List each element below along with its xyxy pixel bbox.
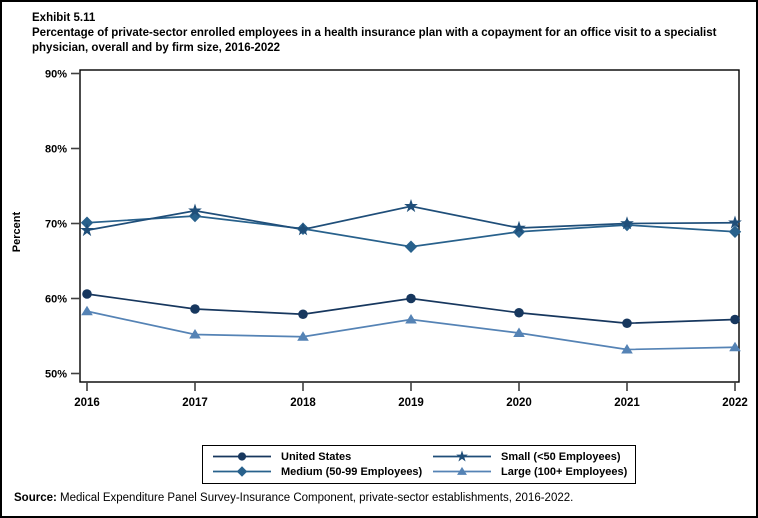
legend-label: Medium (50-99 Employees) — [281, 465, 423, 478]
source-note: Source: Medical Expenditure Panel Survey… — [14, 492, 573, 504]
legend-label: Large (100+ Employees) — [501, 465, 628, 478]
diamond-marker-icon — [188, 209, 202, 223]
legend-label: Small (<50 Employees) — [501, 450, 621, 463]
triangle-marker-icon — [297, 331, 309, 341]
circle-legend-icon — [213, 452, 271, 461]
diamond-marker-icon — [236, 466, 248, 477]
triangle-marker-icon — [81, 305, 93, 316]
legend-item: Large (100+ Employees) — [431, 464, 635, 479]
diamond-marker-icon — [80, 216, 94, 229]
page-title: Percentage of private-sector enrolled em… — [32, 27, 717, 54]
star-marker-icon — [728, 215, 742, 229]
x-tick-label: 2020 — [506, 397, 532, 409]
star-marker-icon — [296, 222, 310, 236]
title-block: Exhibit 5.11 Percentage of private-secto… — [32, 12, 738, 56]
circle-marker-icon — [190, 304, 200, 314]
x-tick-label: 2021 — [614, 397, 640, 409]
y-tick-label: 70% — [45, 219, 67, 231]
source-text: Medical Expenditure Panel Survey-Insuran… — [56, 492, 574, 504]
circle-marker-icon — [298, 309, 308, 320]
y-tick-label: 60% — [45, 294, 67, 306]
legend-item: Medium (50-99 Employees) — [203, 464, 431, 479]
star-marker-icon — [80, 223, 94, 237]
triangle-marker-icon — [621, 344, 633, 354]
circle-marker-icon — [406, 293, 416, 304]
chart-legend: United States Small (<50 Employees) Medium… — [202, 445, 636, 484]
legend-row: United States Small (<50 Employees) — [203, 449, 635, 464]
legend-label: United States — [281, 450, 352, 463]
triangle-marker-icon — [729, 341, 741, 352]
x-tick-label: 2018 — [290, 397, 316, 409]
legend-item: United States — [203, 449, 431, 464]
diamond-marker-icon — [728, 225, 742, 238]
star-marker-icon — [456, 450, 468, 462]
exhibit-label: Exhibit 5.11 — [32, 12, 96, 24]
x-tick-label: 2017 — [182, 397, 208, 409]
circle-marker-icon — [82, 289, 92, 299]
series-markers-large-100-employees- — [81, 305, 741, 354]
triangle-marker-icon — [189, 329, 201, 339]
star-marker-icon — [188, 203, 202, 217]
x-tick-label: 2016 — [74, 397, 100, 409]
x-tick-label: 2022 — [722, 397, 748, 409]
y-tick-label: 50% — [45, 369, 67, 381]
triangle-legend-icon — [433, 466, 491, 475]
star-marker-icon — [512, 220, 526, 234]
plot-frame — [79, 69, 740, 383]
y-tick-label: 80% — [45, 144, 67, 156]
star-marker-icon — [404, 199, 418, 213]
star-legend-icon — [433, 450, 491, 462]
line-chart: 50%60%70%80%90%2016 2017 2018 2019 2020 2021 2… — [45, 69, 748, 410]
triangle-marker-icon — [405, 314, 417, 324]
legend-item: Small (<50 Employees) — [431, 449, 635, 464]
legend-row: Medium (50-99 Employees) Large (100+ Empl… — [203, 464, 635, 479]
x-tick-label: 2019 — [398, 397, 424, 409]
series-markers-small-50-employees- — [80, 199, 742, 237]
star-marker-icon — [620, 216, 634, 230]
x-axis: 2016 2017 2018 2019 2020 2021 2022 — [74, 382, 748, 409]
circle-marker-icon — [730, 314, 740, 325]
series-markers-united-states — [82, 289, 740, 329]
circle-marker-icon — [237, 452, 247, 461]
circle-marker-icon — [622, 318, 632, 329]
diamond-marker-icon — [512, 225, 526, 238]
triangle-marker-icon — [513, 327, 525, 337]
series-line-small-50-employees- — [86, 205, 736, 232]
y-tick-label: 90% — [45, 69, 67, 81]
y-axis: 50% 60% 70% 80% 90% — [45, 69, 80, 381]
triangle-marker-icon — [457, 466, 467, 475]
diamond-legend-icon — [213, 466, 271, 477]
circle-marker-icon — [514, 307, 524, 318]
source-prefix: Source: — [14, 492, 57, 504]
diamond-marker-icon — [404, 240, 418, 253]
